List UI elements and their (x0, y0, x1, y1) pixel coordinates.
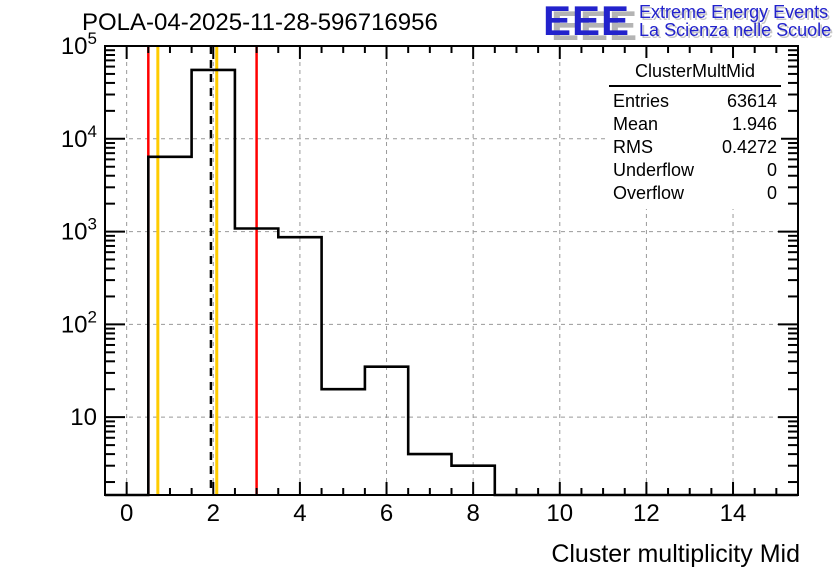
stats-row: RMS 0.4272 (613, 136, 777, 159)
y-tick-label: 105 (61, 29, 97, 60)
stats-row-value: 0.4272 (721, 137, 777, 157)
x-axis-title: Cluster multiplicity Mid (551, 540, 800, 568)
stats-row-label: Entries (613, 91, 670, 111)
x-tick-label: 10 (546, 500, 573, 527)
stats-row-label: Underflow (613, 160, 695, 180)
stats-row: Entries 63614 (613, 90, 777, 113)
stats-box-rows: Entries 63614 Mean 1.946 RMS 0.4272 Underflow 0… (609, 87, 781, 209)
x-tick-label: 8 (466, 500, 479, 527)
eee-logo: EEE Extreme Energy Events La Scienza nel… (543, 0, 831, 44)
x-tick-label: 14 (720, 500, 747, 527)
x-tick-label: 6 (380, 500, 393, 527)
eee-logo-line1: Extreme Energy Events (639, 2, 829, 22)
stats-row: Mean 1.946 (613, 113, 777, 136)
eee-logo-acronym: EEE (543, 0, 631, 44)
stats-row-label: RMS (613, 137, 653, 157)
stats-row-label: Mean (613, 114, 659, 134)
axis-ticks (105, 45, 798, 495)
eee-logo-line2: La Scienza nelle Scuole (639, 20, 832, 40)
stats-row-value: 0 (766, 160, 777, 180)
axis-labels: 0 2 4 6 8 10 12 14 10 102 103 104 105 Cluster multipl… (61, 29, 800, 568)
eee-logo-text: Extreme Energy Events La Scienza nelle S… (639, 3, 831, 39)
x-tick-label: 0 (120, 500, 133, 527)
x-tick-label: 2 (207, 500, 220, 527)
stats-row-value: 1.946 (731, 114, 777, 134)
marker-lines (147, 46, 258, 495)
stats-row-label: Overflow (613, 183, 685, 203)
y-tick-label: 103 (61, 215, 97, 246)
y-tick-label: 10 (70, 404, 97, 431)
x-tick-label: 4 (293, 500, 306, 527)
stats-row-value: 63614 (726, 91, 777, 111)
stats-row: Overflow 0 (613, 182, 777, 205)
y-tick-label: 104 (61, 122, 97, 153)
stats-box: ClusterMultMid Entries 63614 Mean 1.946 RMS 0… (609, 58, 781, 209)
x-tick-label: 12 (633, 500, 660, 527)
stats-row: Underflow 0 (613, 159, 777, 182)
plot-title: POLA-04-2025-11-28-596716956 (82, 9, 438, 36)
stats-box-title: ClusterMultMid (609, 58, 781, 87)
stats-row-value: 0 (766, 183, 777, 203)
y-tick-label: 102 (61, 307, 97, 338)
